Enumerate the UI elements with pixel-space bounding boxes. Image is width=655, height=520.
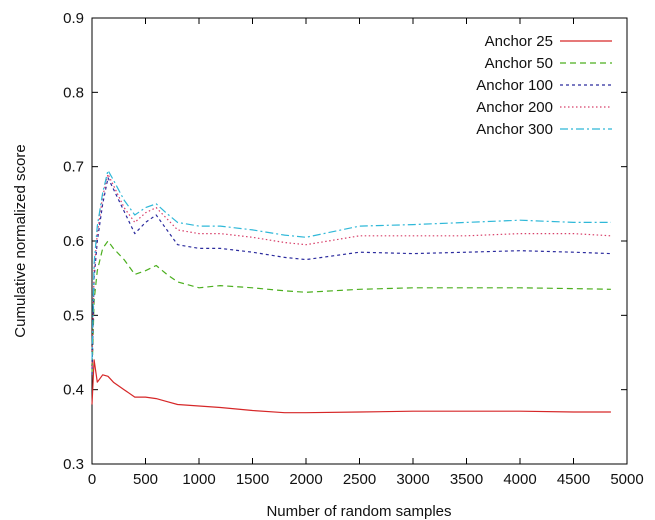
y-tick-label: 0.3 bbox=[63, 456, 84, 473]
legend-label: Anchor 100 bbox=[476, 77, 553, 94]
x-tick-label: 2000 bbox=[289, 471, 322, 488]
x-tick-label: 0 bbox=[88, 471, 96, 488]
legend-label: Anchor 50 bbox=[485, 55, 553, 72]
x-tick-label: 500 bbox=[133, 471, 158, 488]
legend-label: Anchor 300 bbox=[476, 121, 553, 138]
x-tick-label: 4500 bbox=[557, 471, 590, 488]
y-tick-label: 0.8 bbox=[63, 84, 84, 101]
series-line-anchor-25 bbox=[91, 359, 611, 414]
x-tick-label: 2500 bbox=[343, 471, 376, 488]
legend-label: Anchor 200 bbox=[476, 99, 553, 116]
y-tick-label: 0.6 bbox=[63, 233, 84, 250]
series-line-anchor-300 bbox=[91, 169, 611, 360]
x-tick-label: 1000 bbox=[182, 471, 215, 488]
x-tick-label: 5000 bbox=[610, 471, 643, 488]
series-line-anchor-100 bbox=[91, 177, 611, 375]
axis-ticks: 0 500 1000 1500 2000 2500 3000 3500 4000 4500 5000… bbox=[63, 10, 644, 488]
legend: Anchor 25 Anchor 50 Anchor 100 Anchor 200 An… bbox=[476, 33, 612, 138]
x-tick-label: 4000 bbox=[503, 471, 536, 488]
series-line-anchor-50 bbox=[91, 240, 611, 375]
y-tick-label: 0.7 bbox=[63, 159, 84, 176]
x-tick-label: 3000 bbox=[396, 471, 429, 488]
series-line-anchor-200 bbox=[91, 173, 611, 368]
y-axis-label: Cumulative normalized score bbox=[12, 144, 29, 337]
y-tick-label: 0.4 bbox=[63, 382, 84, 399]
x-tick-label: 1500 bbox=[236, 471, 269, 488]
series-layer bbox=[91, 169, 611, 414]
x-tick-label: 3500 bbox=[450, 471, 483, 488]
x-axis-label: Number of random samples bbox=[266, 503, 451, 520]
y-tick-label: 0.5 bbox=[63, 307, 84, 324]
legend-label: Anchor 25 bbox=[485, 33, 553, 50]
y-tick-label: 0.9 bbox=[63, 10, 84, 27]
